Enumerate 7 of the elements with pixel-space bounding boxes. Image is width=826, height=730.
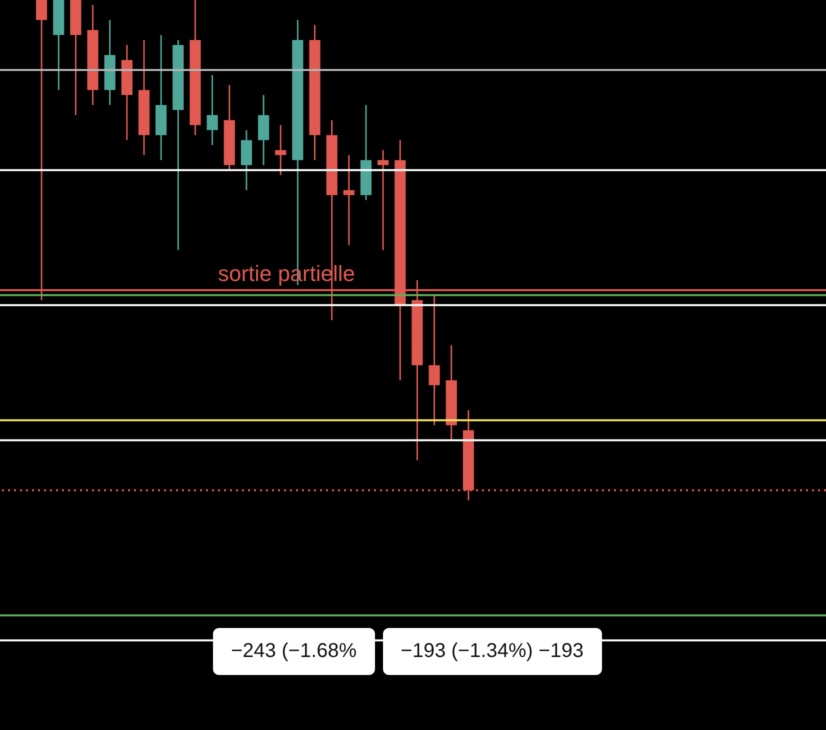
text: −243 (−1.68% bbox=[213, 628, 375, 675]
candlestick bbox=[343, 154, 354, 246]
candlestick bbox=[206, 74, 218, 146]
candlestick bbox=[378, 149, 389, 251]
text: −193 (−1.34%) −193 bbox=[382, 628, 602, 675]
candlestick bbox=[275, 124, 286, 176]
candlestick bbox=[428, 294, 440, 426]
